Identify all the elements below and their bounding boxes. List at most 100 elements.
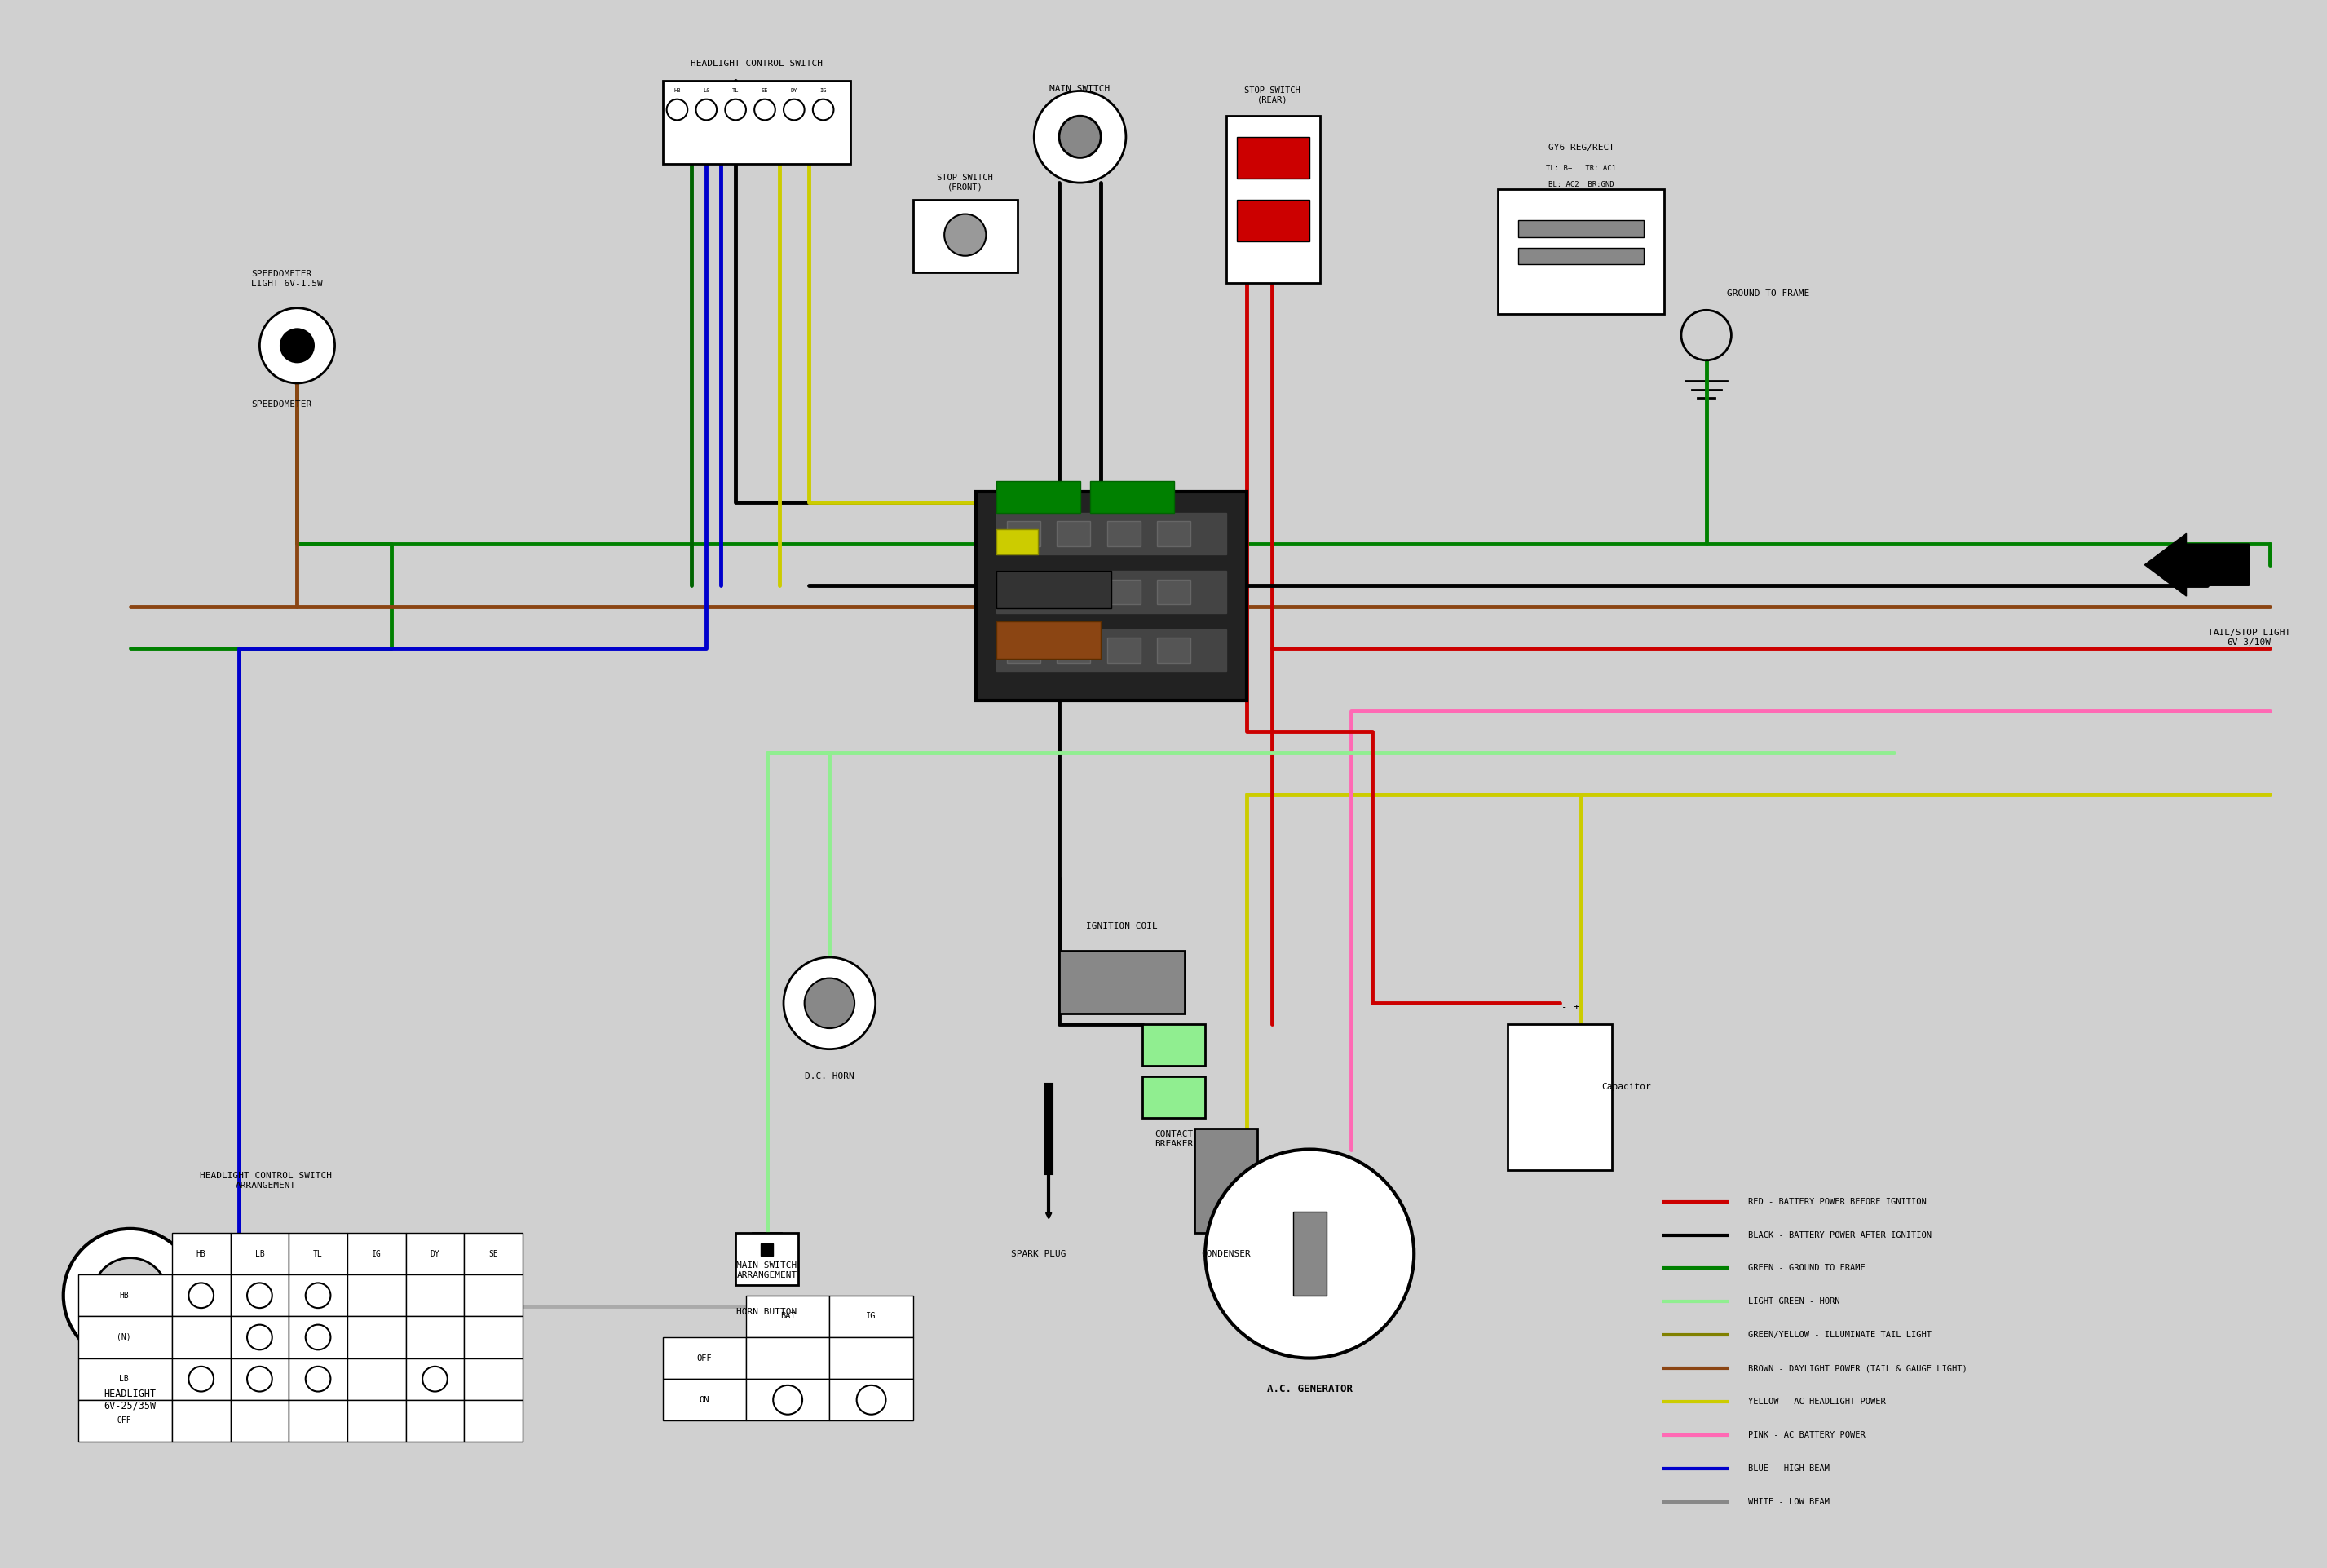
Circle shape <box>754 99 775 121</box>
Text: L0: L0 <box>703 88 710 94</box>
Bar <box>79 1317 172 1358</box>
Circle shape <box>247 1366 272 1391</box>
Text: GROUND TO FRAME: GROUND TO FRAME <box>1727 290 1810 298</box>
Circle shape <box>805 978 854 1029</box>
Bar <box>1236 199 1310 241</box>
Circle shape <box>282 329 314 362</box>
Text: IG: IG <box>866 1312 877 1320</box>
Bar <box>996 513 1226 555</box>
Circle shape <box>93 1258 168 1333</box>
Text: BLACK - BATTERY POWER AFTER IGNITION: BLACK - BATTERY POWER AFTER IGNITION <box>1748 1231 1931 1239</box>
Text: IG: IG <box>819 88 826 94</box>
Text: A.C. GENERATOR: A.C. GENERATOR <box>1266 1385 1352 1394</box>
Bar <box>289 1317 347 1358</box>
Bar <box>405 1232 463 1275</box>
Text: SPARK PLUG: SPARK PLUG <box>1010 1250 1066 1258</box>
Circle shape <box>247 1283 272 1308</box>
Text: HEADLIGHT CONTROL SWITCH: HEADLIGHT CONTROL SWITCH <box>691 60 821 67</box>
Text: LIGHT GREEN - HORN: LIGHT GREEN - HORN <box>1748 1298 1841 1306</box>
Bar <box>996 621 1101 659</box>
Bar <box>230 1232 289 1275</box>
Text: TL: TL <box>314 1250 323 1258</box>
Bar <box>996 571 1112 608</box>
Circle shape <box>1033 91 1126 183</box>
Bar <box>405 1400 463 1441</box>
Text: TL: TL <box>733 88 740 94</box>
Text: MAIN SWITCH: MAIN SWITCH <box>1049 85 1110 93</box>
Bar <box>1108 580 1140 604</box>
Bar <box>1294 1212 1326 1295</box>
Bar <box>198 1275 240 1317</box>
Bar <box>1108 638 1140 663</box>
Circle shape <box>261 307 335 383</box>
Bar <box>1194 1129 1257 1232</box>
Bar <box>996 530 1038 555</box>
Circle shape <box>424 1366 447 1391</box>
Bar <box>1091 481 1173 513</box>
Bar <box>172 1232 230 1275</box>
Text: - +: - + <box>1561 1002 1580 1013</box>
Text: IGNITION COIL: IGNITION COIL <box>1087 922 1157 930</box>
Text: CONDENSER: CONDENSER <box>1201 1250 1252 1258</box>
Bar <box>1008 580 1040 604</box>
FancyArrow shape <box>2145 533 2248 596</box>
Bar <box>1008 521 1040 546</box>
Bar <box>79 1400 172 1441</box>
Bar <box>1508 1024 1613 1170</box>
Text: MAIN SWITCH
ARRANGEMENT: MAIN SWITCH ARRANGEMENT <box>738 1262 798 1279</box>
Text: DY: DY <box>430 1250 440 1258</box>
Text: STOP SWITCH
(FRONT): STOP SWITCH (FRONT) <box>938 174 994 191</box>
Bar <box>1056 580 1091 604</box>
Text: HB: HB <box>673 88 679 94</box>
Circle shape <box>945 215 987 256</box>
Bar <box>663 1338 747 1378</box>
Bar <box>828 1295 912 1338</box>
Bar <box>172 1400 230 1441</box>
Bar <box>996 629 1226 671</box>
Text: CONTACT
BREAKER: CONTACT BREAKER <box>1154 1131 1194 1148</box>
Bar <box>347 1275 405 1317</box>
Text: D.C. HORN: D.C. HORN <box>805 1073 854 1080</box>
Bar <box>1143 1076 1205 1118</box>
Bar <box>230 1400 289 1441</box>
Text: TAIL/STOP LIGHT
6V-3/10W: TAIL/STOP LIGHT 6V-3/10W <box>2208 629 2290 646</box>
Circle shape <box>726 99 747 121</box>
Bar <box>412 1269 496 1300</box>
Text: HEADLIGHT CONTROL SWITCH
ARRANGEMENT: HEADLIGHT CONTROL SWITCH ARRANGEMENT <box>200 1171 333 1190</box>
Circle shape <box>1205 1149 1415 1358</box>
Circle shape <box>784 958 875 1049</box>
Circle shape <box>666 99 686 121</box>
Bar <box>289 1358 347 1400</box>
Bar <box>1520 221 1643 237</box>
Bar <box>828 1338 912 1378</box>
Bar <box>230 1317 289 1358</box>
Text: ON: ON <box>698 1396 710 1403</box>
Bar <box>1008 638 1040 663</box>
Bar <box>463 1358 524 1400</box>
Bar <box>1056 521 1091 546</box>
Bar <box>1143 1024 1205 1066</box>
Bar <box>405 1358 463 1400</box>
Bar <box>828 1378 912 1421</box>
Bar <box>289 1232 347 1275</box>
Bar <box>975 492 1247 701</box>
Bar <box>289 1275 347 1317</box>
Text: SPEEDOMETER: SPEEDOMETER <box>251 400 312 408</box>
Text: HB: HB <box>119 1292 128 1300</box>
Bar <box>172 1358 230 1400</box>
Circle shape <box>247 1325 272 1350</box>
Circle shape <box>784 99 805 121</box>
Bar <box>347 1358 405 1400</box>
Bar <box>996 571 1226 613</box>
Bar <box>1157 521 1191 546</box>
Circle shape <box>773 1385 803 1414</box>
Bar <box>1226 116 1319 282</box>
Text: HORN BUTTON: HORN BUTTON <box>738 1308 798 1316</box>
Circle shape <box>63 1229 198 1363</box>
Text: BAT: BAT <box>780 1312 796 1320</box>
Text: LB: LB <box>119 1375 128 1383</box>
Bar <box>347 1317 405 1358</box>
Text: STOP SWITCH
(REAR): STOP SWITCH (REAR) <box>1245 86 1301 103</box>
Bar <box>761 1243 773 1256</box>
Text: OFF: OFF <box>696 1355 712 1363</box>
